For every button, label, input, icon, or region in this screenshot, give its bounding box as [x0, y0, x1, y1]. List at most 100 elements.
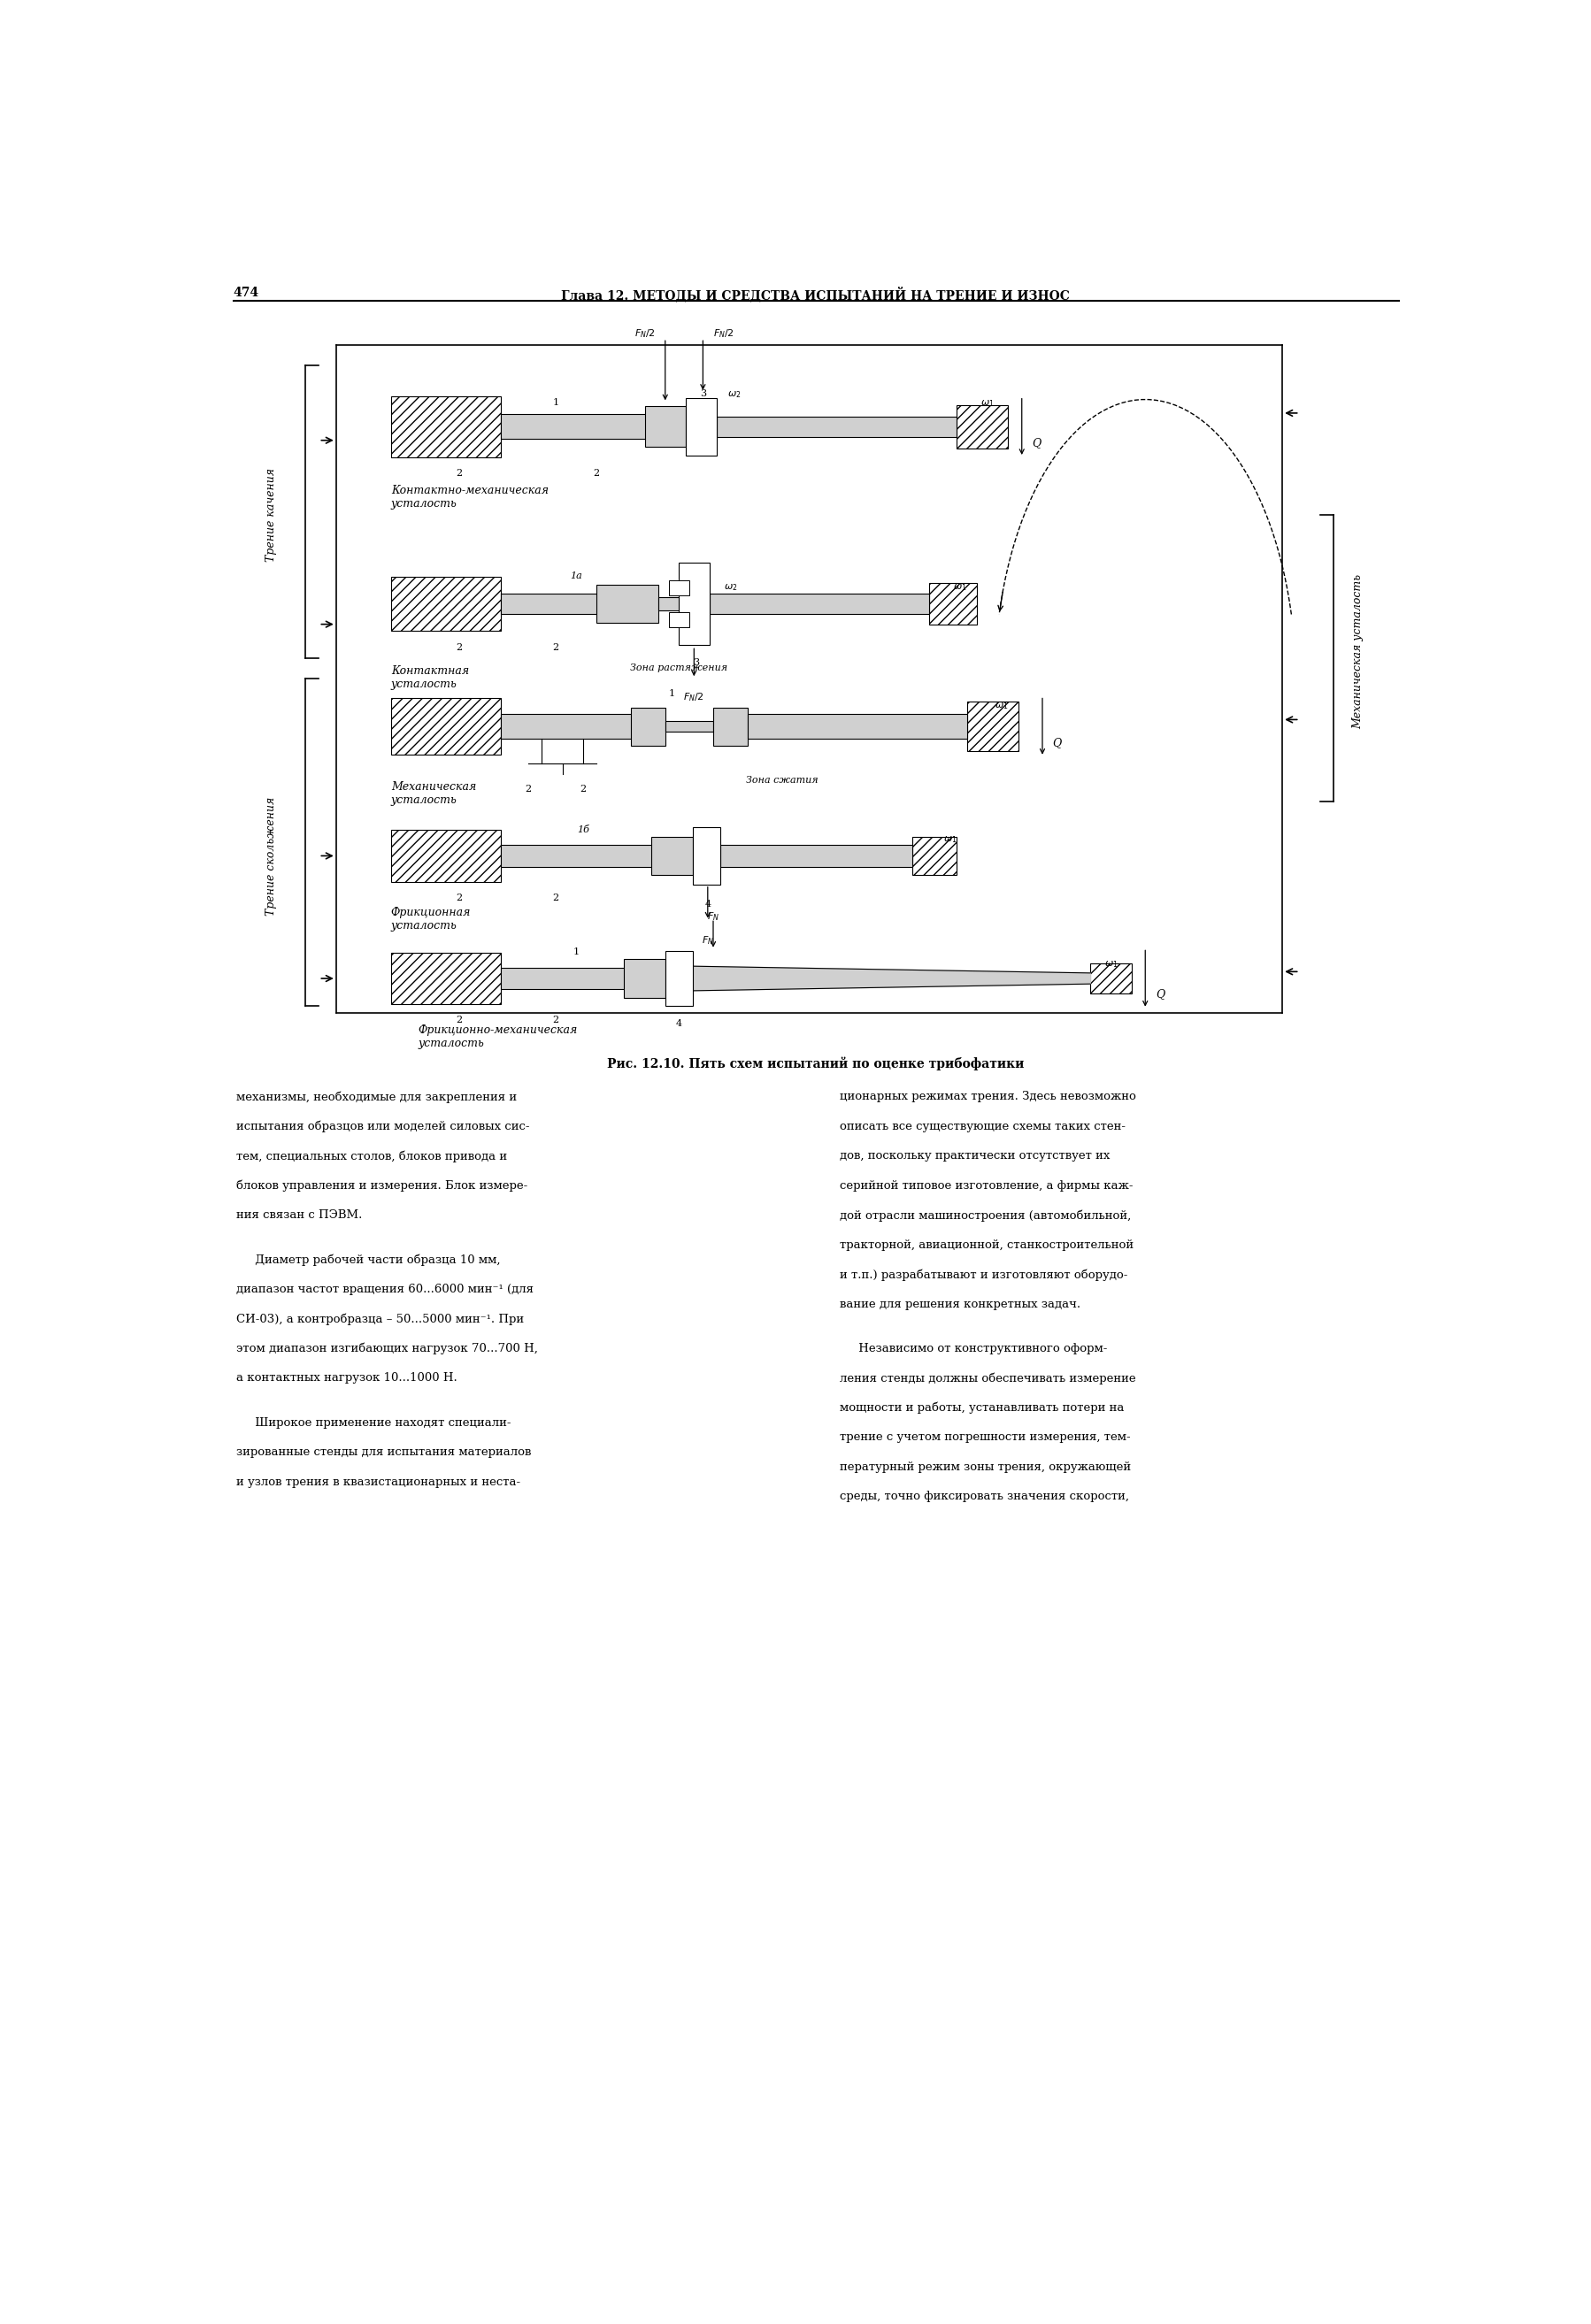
Text: Глава 12. МЕТОДЫ И СРЕДСТВА ИСПЫТАНИЙ НА ТРЕНИЕ И ИЗНОС: Глава 12. МЕТОДЫ И СРЕДСТВА ИСПЫТАНИЙ НА…: [562, 288, 1069, 302]
Text: Фрикционная
усталость: Фрикционная усталость: [391, 906, 471, 932]
Text: $\omega_1$: $\omega_1$: [994, 700, 1009, 711]
Text: 2: 2: [525, 783, 531, 792]
Text: 474: 474: [234, 288, 259, 300]
Text: Независимо от конструктивного оформ-: Независимо от конструктивного оформ-: [840, 1343, 1107, 1355]
Text: 2: 2: [552, 644, 558, 653]
Text: 1: 1: [668, 688, 675, 697]
Text: Q: Q: [1053, 737, 1061, 748]
Bar: [967, 702, 1018, 751]
Text: описать все существующие схемы таких стен-: описать все существующие схемы таких сте…: [840, 1120, 1126, 1132]
Polygon shape: [692, 967, 1090, 990]
Bar: [632, 706, 665, 746]
Bar: [710, 593, 929, 614]
Bar: [668, 581, 689, 595]
Text: мощности и работы, устанавливать потери на: мощности и работы, устанавливать потери …: [840, 1401, 1125, 1413]
Bar: [501, 846, 692, 867]
Text: 1: 1: [573, 948, 579, 957]
Text: Трение качения: Трение качения: [266, 469, 277, 562]
Bar: [721, 846, 912, 867]
Text: 1а: 1а: [570, 572, 582, 581]
Text: диапазон частот вращения 60...6000 мин⁻¹ (для: диапазон частот вращения 60...6000 мин⁻¹…: [237, 1283, 535, 1294]
Text: и узлов трения в квазистационарных и неста-: и узлов трения в квазистационарных и нес…: [237, 1476, 520, 1487]
Text: $F_N$: $F_N$: [706, 911, 719, 923]
Bar: [716, 416, 956, 437]
Text: механизмы, необходимые для закрепления и: механизмы, необходимые для закрепления и: [237, 1090, 517, 1104]
Bar: [644, 407, 686, 446]
Bar: [692, 827, 721, 885]
Bar: [713, 706, 748, 746]
Bar: [956, 404, 1009, 449]
Text: Контактная
усталость: Контактная усталость: [391, 665, 469, 690]
Text: среды, точно фиксировать значения скорости,: среды, точно фиксировать значения скорос…: [840, 1492, 1130, 1501]
Bar: [501, 414, 671, 439]
Bar: [501, 593, 638, 614]
Bar: [651, 837, 692, 874]
Text: 3: 3: [700, 388, 706, 397]
Text: Механическая
усталость: Механическая усталость: [391, 781, 476, 806]
Text: ционарных режимах трения. Здесь невозможно: ционарных режимах трения. Здесь невозмож…: [840, 1090, 1136, 1102]
Text: Механическая усталость: Механическая усталость: [1352, 574, 1363, 730]
Text: 3: 3: [694, 658, 698, 667]
Text: 2: 2: [552, 1016, 558, 1025]
Bar: [501, 713, 651, 739]
Text: пературный режим зоны трения, окружающей: пературный режим зоны трения, окружающей: [840, 1462, 1131, 1473]
Bar: [391, 395, 501, 458]
Bar: [391, 830, 501, 881]
Bar: [597, 586, 659, 623]
Text: Q: Q: [1155, 988, 1165, 999]
Text: испытания образцов или моделей силовых сис-: испытания образцов или моделей силовых с…: [237, 1120, 530, 1132]
Text: 2: 2: [457, 892, 463, 902]
Text: $F_N$: $F_N$: [702, 934, 714, 946]
Text: 2: 2: [579, 783, 585, 792]
Text: ния связан с ПЭВМ.: ния связан с ПЭВМ.: [237, 1208, 363, 1220]
Text: 1б: 1б: [578, 825, 589, 834]
Text: Диаметр рабочей части образца 10 мм,: Диаметр рабочей части образца 10 мм,: [237, 1255, 501, 1267]
Text: $\omega_1$: $\omega_1$: [953, 581, 967, 593]
Text: дов, поскольку практически отсутствует их: дов, поскольку практически отсутствует и…: [840, 1150, 1111, 1162]
Text: трение с учетом погрешности измерения, тем-: трение с учетом погрешности измерения, т…: [840, 1432, 1131, 1443]
Text: $F_N/2$: $F_N/2$: [684, 690, 705, 704]
Bar: [1090, 964, 1131, 992]
Text: ления стенды должны обеспечивать измерение: ления стенды должны обеспечивать измерен…: [840, 1373, 1136, 1385]
Text: $\omega_1$: $\omega_1$: [980, 397, 994, 409]
Text: этом диапазон изгибающих нагрузок 70...700 Н,: этом диапазон изгибающих нагрузок 70...7…: [237, 1343, 538, 1355]
Text: Q: Q: [1033, 437, 1041, 449]
Text: Контактно-механическая
усталость: Контактно-механическая усталость: [391, 486, 549, 509]
Text: Фрикционно-механическая
усталость: Фрикционно-механическая усталость: [418, 1025, 578, 1050]
Text: 2: 2: [552, 892, 558, 902]
Bar: [912, 837, 956, 874]
Text: 4: 4: [705, 899, 711, 909]
Text: зированные стенды для испытания материалов: зированные стенды для испытания материал…: [237, 1446, 531, 1457]
Text: $\omega_2$: $\omega_2$: [724, 581, 737, 593]
Text: Широкое применение находят специали-: Широкое применение находят специали-: [237, 1418, 511, 1429]
Text: блоков управления и измерения. Блок измере-: блоков управления и измерения. Блок изме…: [237, 1181, 528, 1192]
Text: 1: 1: [552, 397, 558, 407]
Bar: [659, 597, 692, 611]
Text: 2: 2: [457, 469, 463, 479]
Text: $\omega_2$: $\omega_2$: [727, 388, 740, 400]
Bar: [679, 562, 710, 644]
Text: Зона сжатия: Зона сжатия: [746, 776, 818, 783]
Bar: [391, 953, 501, 1004]
Text: 2: 2: [593, 469, 600, 479]
Text: $\omega_1$: $\omega_1$: [1104, 960, 1118, 969]
Text: 4: 4: [676, 1020, 683, 1027]
Bar: [391, 697, 501, 755]
Bar: [391, 576, 501, 632]
Bar: [668, 611, 689, 627]
Bar: [929, 583, 977, 625]
Bar: [686, 397, 716, 456]
Text: $\omega_1$: $\omega_1$: [943, 834, 956, 844]
Text: 2: 2: [457, 1016, 463, 1025]
Text: вание для решения конкретных задач.: вание для решения конкретных задач.: [840, 1299, 1080, 1311]
Text: Зона растяжения: Зона растяжения: [630, 665, 727, 672]
Text: Рис. 12.10. Пять схем испытаний по оценке трибофатики: Рис. 12.10. Пять схем испытаний по оценк…: [606, 1057, 1025, 1071]
Bar: [665, 720, 713, 732]
Text: тем, специальных столов, блоков привода и: тем, специальных столов, блоков привода …: [237, 1150, 508, 1162]
Text: тракторной, авиационной, станкостроительной: тракторной, авиационной, станкостроитель…: [840, 1239, 1134, 1250]
Bar: [748, 713, 967, 739]
Text: и т.п.) разрабатывают и изготовляют оборудо-: и т.п.) разрабатывают и изготовляют обор…: [840, 1269, 1128, 1281]
Bar: [665, 951, 692, 1006]
Text: $F_N/2$: $F_N/2$: [713, 328, 733, 339]
Text: Трение скольжения: Трение скольжения: [266, 797, 277, 916]
